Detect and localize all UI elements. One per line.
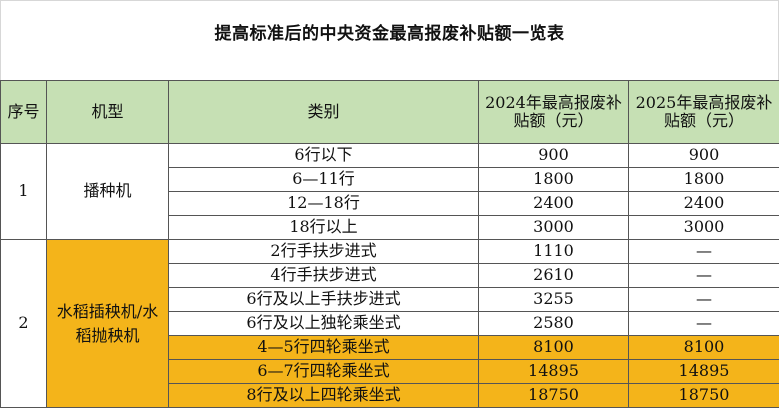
value-2025-cell: 8100 bbox=[628, 335, 779, 360]
table-title: 提高标准后的中央资金最高报废补贴额一览表 bbox=[0, 0, 779, 61]
value-2024-cell: 14895 bbox=[478, 359, 629, 384]
value-2025-cell: 2400 bbox=[628, 191, 779, 216]
category-cell: 6行及以上独轮乘坐式 bbox=[168, 311, 479, 336]
subsidy-table: 序号 机型 类别 2024年最高报废补贴额（元） 2025年最高报废补贴额（元）… bbox=[0, 80, 779, 408]
value-2025-cell: 14895 bbox=[628, 359, 779, 384]
value-2025-cell: — bbox=[628, 311, 779, 336]
category-cell: 4行手扶步进式 bbox=[168, 263, 479, 288]
table-row: 4行手扶步进式 2610 — bbox=[1, 263, 779, 288]
category-cell: 2行手扶步进式 bbox=[168, 239, 479, 264]
value-2025-cell: 18750 bbox=[628, 383, 779, 408]
header-2025: 2025年最高报废补贴额（元） bbox=[628, 80, 779, 144]
value-2025-cell: 3000 bbox=[628, 215, 779, 240]
value-2024-cell: 2580 bbox=[478, 311, 629, 336]
seq-cell: 2 bbox=[0, 239, 47, 408]
header-category: 类别 bbox=[168, 80, 479, 144]
value-2024-cell: 18750 bbox=[478, 383, 629, 408]
value-2024-cell: 1110 bbox=[478, 239, 629, 264]
category-cell: 4—5行四轮乘坐式 bbox=[168, 335, 479, 360]
category-cell: 8行及以上四轮乘坐式 bbox=[168, 383, 479, 408]
table-row: 6行及以上手扶步进式 3255 — bbox=[1, 287, 779, 312]
table-row: 18行以上 3000 3000 bbox=[1, 215, 779, 240]
table-row: 12—18行 2400 2400 bbox=[1, 191, 779, 216]
header-seq: 序号 bbox=[0, 80, 47, 144]
category-cell: 12—18行 bbox=[168, 191, 479, 216]
header-row: 序号 机型 类别 2024年最高报废补贴额（元） 2025年最高报废补贴额（元） bbox=[0, 80, 779, 144]
value-2024-cell: 3255 bbox=[478, 287, 629, 312]
value-2025-cell: 900 bbox=[628, 143, 779, 168]
model-cell: 播种机 bbox=[46, 143, 169, 240]
seq-cell: 1 bbox=[0, 143, 47, 240]
table-row: 2 水稻插秧机/水稻抛秧机 2行手扶步进式 1110 — bbox=[0, 239, 779, 408]
value-2025-cell: — bbox=[628, 287, 779, 312]
value-2024-cell: 2400 bbox=[478, 191, 629, 216]
category-cell: 6—11行 bbox=[168, 167, 479, 192]
value-2025-cell: — bbox=[628, 263, 779, 288]
value-2024-cell: 8100 bbox=[478, 335, 629, 360]
title-spacer bbox=[0, 61, 779, 80]
category-cell: 18行以上 bbox=[168, 215, 479, 240]
value-2024-cell: 3000 bbox=[478, 215, 629, 240]
value-2024-cell: 1800 bbox=[478, 167, 629, 192]
category-cell: 6行以下 bbox=[168, 143, 479, 168]
header-2024: 2024年最高报废补贴额（元） bbox=[478, 80, 629, 144]
model-label: 水稻插秧机/水稻抛秧机 bbox=[56, 302, 159, 345]
value-2024-cell: 900 bbox=[478, 143, 629, 168]
table-row: 6行及以上独轮乘坐式 2580 — bbox=[1, 311, 779, 336]
category-cell: 6—7行四轮乘坐式 bbox=[168, 359, 479, 384]
category-cell: 6行及以上手扶步进式 bbox=[168, 287, 479, 312]
value-2025-cell: 1800 bbox=[628, 167, 779, 192]
model-cell: 水稻插秧机/水稻抛秧机 bbox=[46, 239, 169, 408]
value-2024-cell: 2610 bbox=[478, 263, 629, 288]
value-2025-cell: — bbox=[628, 239, 779, 264]
table-row: 1 播种机 6行以下 900 900 bbox=[0, 143, 779, 240]
header-model: 机型 bbox=[46, 80, 169, 144]
